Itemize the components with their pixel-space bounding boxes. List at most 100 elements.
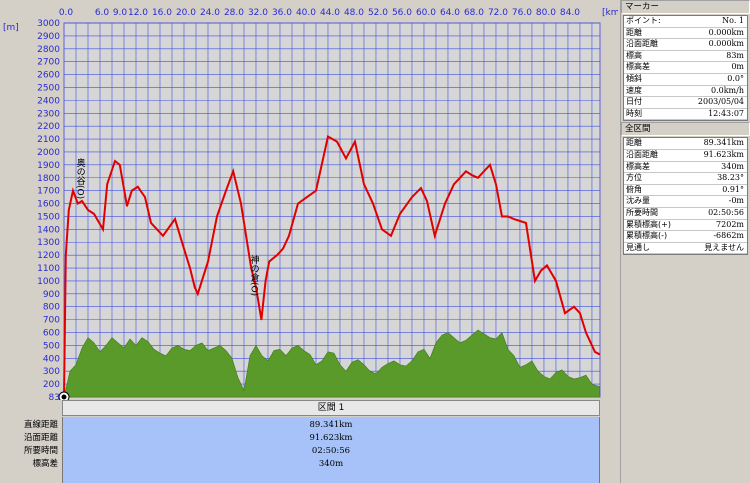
marker-row: 標高差 0m [624, 62, 747, 74]
all-section-key: 累積標高(+) [626, 219, 671, 229]
marker-key: 時刻 [626, 108, 642, 118]
marker-value: 0.0° [727, 73, 744, 83]
x-tick-label: 9.0 [113, 8, 128, 18]
x-tick-label: 76.0 [512, 8, 532, 18]
summary-labels: 直線距離 沿面距離 所要時間 標高差 [0, 419, 62, 483]
elevation-point [255, 286, 257, 288]
elevation-point [363, 183, 365, 185]
y-tick-label: 1100 [37, 264, 60, 274]
x-tick-label: 6.0 [95, 8, 110, 18]
all-section-key: 方位 [626, 173, 642, 183]
elevation-point [477, 177, 479, 179]
marker-row: 速度 0.0km/h [624, 86, 747, 98]
elevation-point [216, 215, 218, 218]
elevation-point [453, 183, 455, 185]
y-tick-label: 2900 [37, 32, 60, 42]
all-section-value: 91.623km [703, 149, 744, 159]
marker-value: 12:43:07 [708, 108, 744, 118]
info-side-panel: マーカー ポイント: No. 1 距離 0.000km 沿面距離 0.000km 標高 83m… [620, 0, 750, 483]
summary-elevation-diff: 340m [318, 459, 344, 469]
marker-row: ポイント: No. 1 [624, 16, 747, 28]
elevation-point [77, 202, 79, 205]
x-tick-label: 24.0 [200, 8, 220, 18]
elevation-point [194, 286, 196, 288]
y-tick-label: 1900 [37, 161, 60, 171]
all-section-value: 340m [721, 161, 744, 171]
marker-row: 距離 0.000km [624, 28, 747, 40]
elevation-point [260, 319, 262, 321]
elevation-point [189, 267, 191, 269]
elevation-point [162, 235, 164, 237]
marker-row: 傾斜 0.0° [624, 74, 747, 86]
elevation-point [106, 183, 108, 185]
y-tick-label: 800 [43, 303, 60, 313]
all-section-value: -6862m [713, 231, 744, 241]
marker-key: 速度 [626, 85, 642, 95]
marker-key: 距離 [626, 27, 642, 37]
all-section-key: 所要時間 [626, 207, 658, 217]
marker-value: 0.000km [708, 27, 744, 37]
all-section-row: 俯角 0.91° [624, 185, 747, 197]
elevation-point [327, 135, 329, 138]
elevation-point [513, 218, 515, 220]
y-tick-label: 2500 [37, 83, 60, 93]
elevation-point [501, 215, 503, 218]
elevation-point [579, 312, 581, 314]
all-section-value: 0.91° [722, 184, 744, 194]
all-section-key: 見通し [626, 242, 650, 252]
all-section-key: 沿面距離 [626, 149, 658, 159]
elevation-point [114, 160, 116, 162]
all-section-key: 距離 [626, 138, 642, 148]
marker-row: 標高 83m [624, 51, 747, 63]
summary-surface-distance: 91.623km [309, 433, 353, 443]
x-tick-label: 84.0 [560, 8, 580, 18]
elevation-point [420, 187, 422, 189]
elevation-point [282, 248, 284, 250]
elevation-point [250, 267, 252, 269]
elevation-point [240, 202, 242, 205]
elevation-point [489, 164, 491, 166]
elevation-point [126, 205, 128, 207]
x-tick-label: 44.0 [320, 8, 340, 18]
marker-key: ポイント: [626, 16, 661, 25]
elevation-point [68, 209, 70, 211]
y-tick-label: 400 [43, 354, 60, 364]
start-marker-center [61, 394, 67, 400]
elevation-point [197, 293, 199, 295]
elevation-point [183, 248, 185, 250]
x-tick-label: 56.0 [392, 8, 412, 18]
x-tick-label: 0.0 [59, 8, 74, 18]
y-tick-label: 2400 [37, 96, 60, 106]
elevation-point [102, 228, 104, 230]
elevation-line-series [63, 134, 601, 398]
marker-value: No. 1 [722, 16, 744, 25]
section-summary[interactable]: 89.341km 91.623km 02:50:56 340m [62, 417, 600, 483]
marker-key: 沿面距離 [626, 39, 658, 49]
all-section-row: 見通し 見えません [624, 243, 747, 255]
y-tick-label: 1000 [37, 277, 60, 287]
x-tick-label: 16.0 [152, 8, 172, 18]
all-section-value: 02:50:56 [708, 207, 744, 217]
elevation-point [306, 196, 308, 198]
elevation-point [411, 196, 413, 198]
y-tick-label: 2600 [37, 71, 60, 81]
elevation-point [555, 280, 557, 282]
all-section-info-table: 距離 89.341km 沿面距離 91.623km 標高差 340m 方位 38.23° 俯角 0… [623, 137, 748, 256]
elevation-point [276, 254, 278, 256]
elevation-point [119, 164, 121, 166]
elevation-point [137, 186, 139, 188]
elevation-point [144, 196, 146, 198]
all-section-row: 累積標高(+) 7202m [624, 220, 747, 232]
all-section-value: 見えません [704, 242, 744, 252]
section-1-header[interactable]: 区間 1 [62, 400, 600, 416]
marker-value: 0m [731, 62, 744, 72]
elevation-point [599, 353, 601, 356]
y-tick-label: 700 [43, 316, 60, 326]
y-unit-label: [m] [3, 23, 19, 33]
marker-key: 傾斜 [626, 73, 642, 83]
elevation-point [546, 264, 548, 267]
slope-area-series [63, 329, 601, 398]
marker-key: 日付 [626, 97, 642, 107]
elevation-point [564, 312, 566, 314]
elevation-chart[interactable]: 3000 2900 2800 2700 2600 2500 2400 2300 2200 2100… [0, 0, 618, 400]
